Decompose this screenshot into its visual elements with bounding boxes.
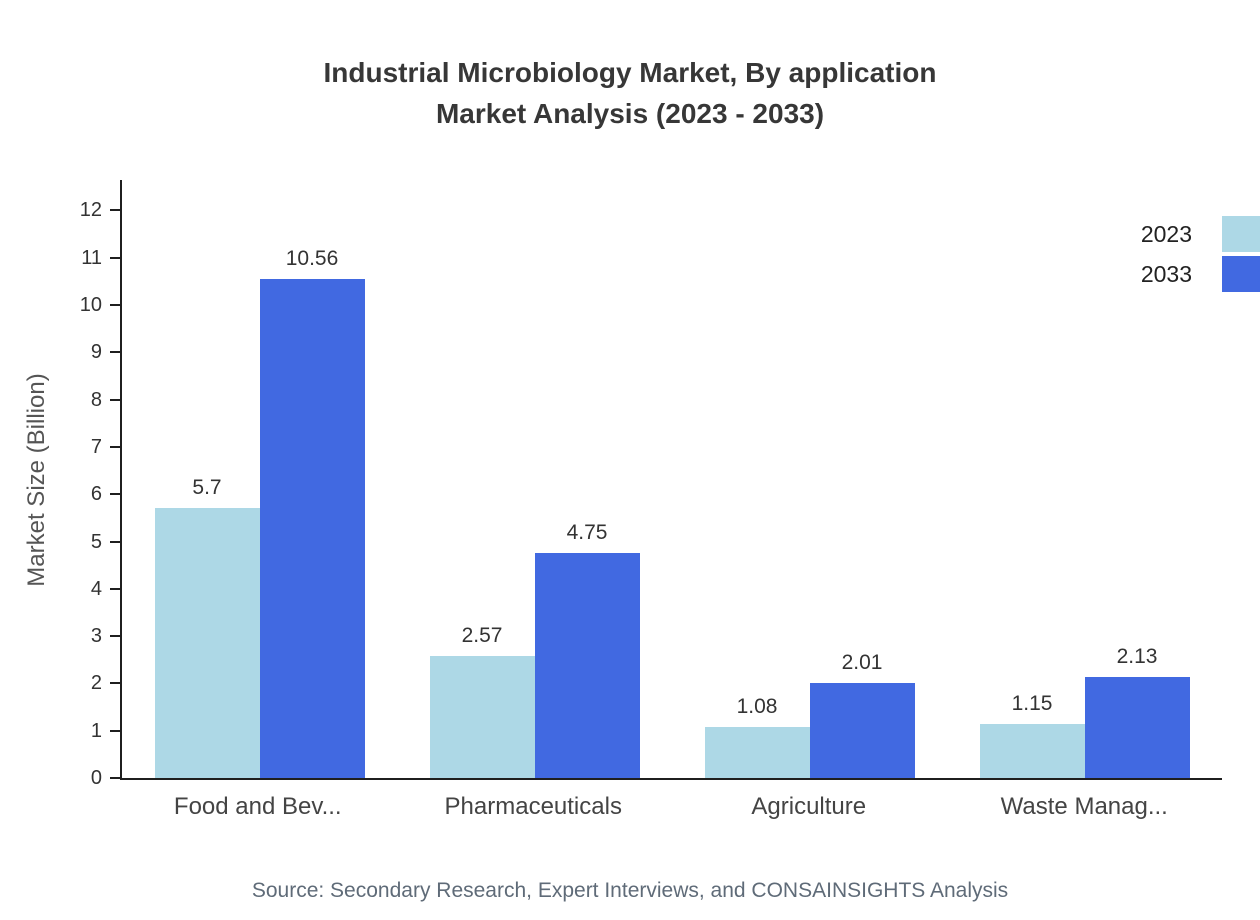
y-axis-tick <box>110 209 120 212</box>
legend-item-2033: 2033 <box>1141 256 1260 292</box>
y-axis-tick-label: 5 <box>90 530 102 553</box>
y-axis-tick-label: 10 <box>79 294 102 316</box>
legend-label: 2033 <box>1140 260 1192 287</box>
bar-2033: 2.01 <box>809 651 915 778</box>
y-axis-tick <box>110 445 120 448</box>
chart-title-line2: Market Analysis (2023 - 2033) <box>435 98 825 129</box>
y-axis-tick-label: 4 <box>90 577 102 600</box>
y-axis-tick <box>110 587 120 590</box>
bar-2023: 1.08 <box>704 695 810 778</box>
y-axis-tick <box>110 682 120 685</box>
bar-group: 1.08 2.01 <box>672 651 947 778</box>
y-axis-tick-label: 2 <box>90 672 102 695</box>
bar-value-label: 1.15 <box>1011 691 1053 715</box>
bar-2033: 4.75 <box>534 521 640 778</box>
y-axis-tick <box>110 256 120 259</box>
y-axis-tick <box>110 777 120 779</box>
y-axis-tick-label: 7 <box>90 435 102 458</box>
legend: 2023 2033 <box>1141 216 1260 296</box>
bar-2023: 1.15 <box>979 692 1085 778</box>
y-axis-tick-label: 1 <box>90 719 102 742</box>
y-axis-tick <box>110 635 120 638</box>
bar-2023: 2.57 <box>429 624 535 778</box>
y-axis-tick-label: 6 <box>90 483 102 506</box>
y-axis-tick-label: 3 <box>90 625 102 648</box>
x-axis-category-label: Pharmaceuticals <box>444 793 622 820</box>
bar-value-label: 2.01 <box>841 650 883 674</box>
bar-group: 1.15 2.13 <box>947 645 1222 778</box>
bar-value-label: 2.13 <box>1116 645 1158 669</box>
y-axis-tick-label: 11 <box>81 246 102 269</box>
y-axis-tick <box>110 540 120 543</box>
legend-label: 2023 <box>1140 220 1192 247</box>
y-axis-tick <box>110 493 120 496</box>
chart-title-line1: Industrial Microbiology Market, By appli… <box>323 57 937 88</box>
legend-item-2023: 2023 <box>1141 216 1260 252</box>
legend-swatch <box>1222 256 1260 292</box>
source-text: Source: Secondary Research, Expert Inter… <box>251 879 1009 902</box>
y-axis-tick <box>110 351 120 354</box>
chart-title: Industrial Microbiology Market, By appli… <box>0 52 1260 134</box>
bar-2033: 2.13 <box>1084 645 1190 778</box>
bar-groups: 5.7 10.56 2.57 4.75 1.08 2.01 1.15 2.13 <box>122 180 1222 778</box>
y-axis-tick <box>110 304 120 306</box>
legend-swatch <box>1222 216 1260 252</box>
bar-group: 2.57 4.75 <box>397 521 672 778</box>
y-axis-tick-label: 0 <box>90 767 102 789</box>
bar-2033: 10.56 <box>259 247 365 778</box>
y-axis-tick-label: 9 <box>90 341 102 364</box>
x-axis-category-label: Food and Bev... <box>173 793 342 820</box>
bar-value-label: 2.57 <box>461 624 503 648</box>
bar-2023: 5.7 <box>154 476 260 778</box>
x-axis-labels: Food and Bev... Pharmaceuticals Agricultur… <box>120 793 1222 821</box>
y-axis-tick <box>110 398 120 401</box>
bar-group: 5.7 10.56 <box>122 247 397 778</box>
y-axis-tick-label: 8 <box>90 388 102 411</box>
x-axis-category-label: Waste Manag... <box>1000 793 1168 820</box>
bar-value-label: 1.08 <box>736 694 778 718</box>
bar-value-label: 10.56 <box>285 246 339 270</box>
y-axis-tick-label: 12 <box>79 199 102 222</box>
bar-value-label: 4.75 <box>566 521 608 545</box>
y-axis-tick <box>110 729 120 732</box>
x-axis-category-label: Agriculture <box>751 793 867 820</box>
bar-value-label: 5.7 <box>192 476 222 500</box>
